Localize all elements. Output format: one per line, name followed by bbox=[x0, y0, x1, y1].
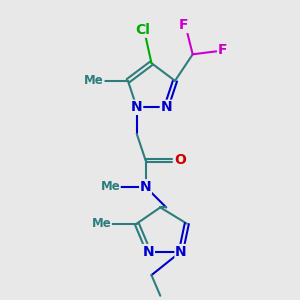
Text: O: O bbox=[174, 153, 186, 167]
Text: Me: Me bbox=[84, 74, 104, 87]
Text: F: F bbox=[179, 18, 189, 32]
Text: N: N bbox=[140, 180, 152, 194]
Text: Me: Me bbox=[100, 180, 120, 193]
Text: F: F bbox=[218, 43, 227, 57]
Text: N: N bbox=[175, 244, 187, 259]
Text: Me: Me bbox=[92, 217, 111, 230]
Text: N: N bbox=[143, 244, 154, 259]
Text: N: N bbox=[160, 100, 172, 114]
Text: Cl: Cl bbox=[135, 23, 150, 37]
Text: N: N bbox=[131, 100, 142, 114]
